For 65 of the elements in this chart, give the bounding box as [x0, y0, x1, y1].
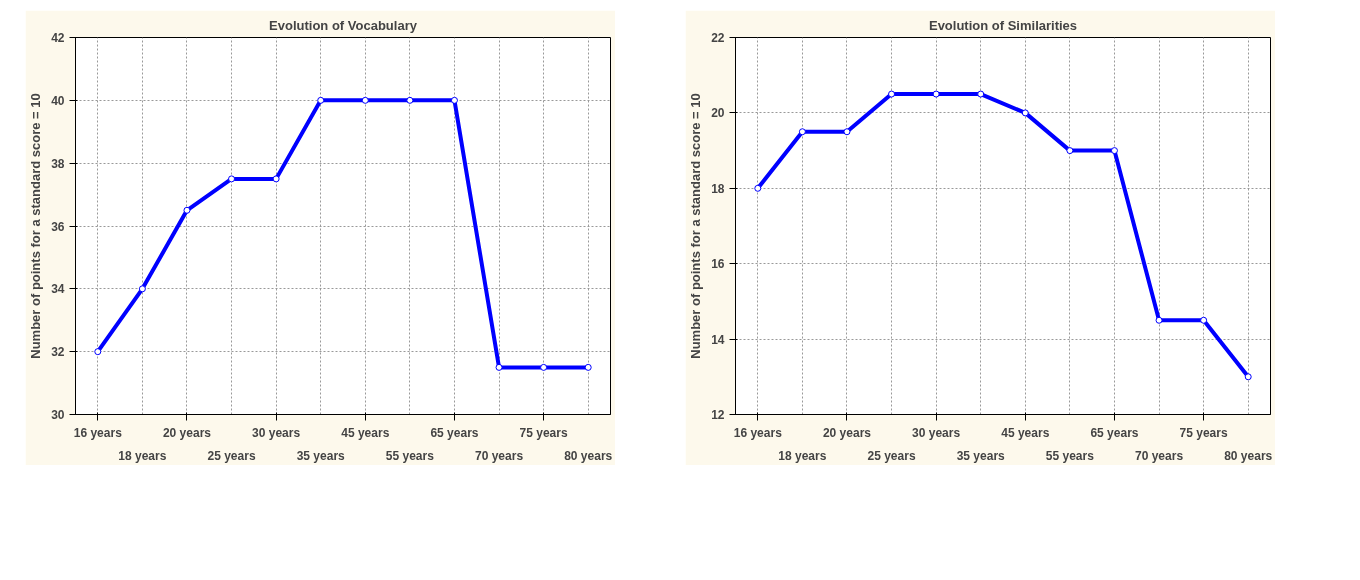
- point: [540, 363, 548, 371]
- y-tick-label: 32: [51, 345, 65, 360]
- point: [94, 348, 102, 356]
- chart-title: Evolution of Similarities: [928, 17, 1078, 33]
- x-tick-label: 30 years: [252, 425, 301, 440]
- x-tick-label: 55 years: [1045, 448, 1095, 463]
- x-tick-label: 70 years: [475, 448, 524, 463]
- x-tick-label: 70 years: [1135, 448, 1184, 463]
- x-tick-label: 25 years: [207, 448, 256, 463]
- y-tick-label: 30: [51, 408, 65, 422]
- y-tick-label: 34: [51, 282, 65, 297]
- point: [798, 128, 806, 136]
- point: [754, 184, 762, 192]
- x-tick-label: 45 years: [341, 425, 390, 440]
- y-tick-label: 14: [711, 332, 725, 347]
- y-axis-title: Number of points for a standard score = 10: [28, 93, 44, 359]
- y-tick-label: 42: [51, 31, 65, 45]
- point: [977, 90, 985, 98]
- point: [450, 96, 458, 104]
- point: [1200, 316, 1208, 324]
- x-tick-label: 45 years: [1001, 425, 1050, 440]
- y-tick-label: 40: [51, 93, 65, 108]
- x-tick-label: 16 years: [733, 425, 783, 440]
- point: [228, 175, 236, 183]
- point: [843, 128, 851, 136]
- chart-title: Evolution of Vocabulary: [269, 17, 418, 33]
- y-tick-label: 16: [711, 257, 725, 272]
- x-tick-label: 80 years: [564, 448, 613, 463]
- point: [1155, 316, 1163, 324]
- point: [406, 96, 414, 104]
- x-tick-label: 18 years: [118, 448, 167, 463]
- point: [1066, 147, 1074, 155]
- x-tick-label: 65 years: [430, 425, 479, 440]
- x-tick-label: 35 years: [296, 448, 346, 463]
- point: [495, 363, 503, 371]
- point: [1244, 373, 1252, 381]
- x-tick-label: 35 years: [956, 448, 1006, 463]
- x-tick-label: 65 years: [1090, 425, 1139, 440]
- x-tick-label: 20 years: [822, 425, 872, 440]
- point: [932, 90, 940, 98]
- x-tick-label: 80 years: [1224, 448, 1273, 463]
- y-tick-label: 12: [711, 408, 725, 422]
- x-tick-label: 30 years: [912, 425, 961, 440]
- y-tick-label: 18: [711, 181, 725, 196]
- x-tick-label: 55 years: [385, 448, 435, 463]
- point: [317, 96, 325, 104]
- point: [1110, 147, 1118, 155]
- point: [1021, 109, 1029, 117]
- y-axis-title: Number of points for a standard score = 10: [688, 93, 704, 359]
- point: [584, 363, 592, 371]
- point: [183, 206, 191, 214]
- x-tick-label: 20 years: [162, 425, 212, 440]
- point: [138, 285, 146, 293]
- point: [361, 96, 369, 104]
- x-tick-label: 75 years: [519, 425, 568, 440]
- y-tick-label: 20: [711, 106, 725, 121]
- x-tick-label: 75 years: [1179, 425, 1228, 440]
- x-tick-label: 18 years: [778, 448, 827, 463]
- x-tick-label: 25 years: [867, 448, 916, 463]
- y-tick-label: 22: [711, 31, 725, 45]
- y-tick-label: 36: [51, 219, 65, 234]
- y-tick-label: 38: [51, 156, 65, 171]
- point: [272, 175, 280, 183]
- point: [888, 90, 896, 98]
- x-tick-label: 16 years: [73, 425, 123, 440]
